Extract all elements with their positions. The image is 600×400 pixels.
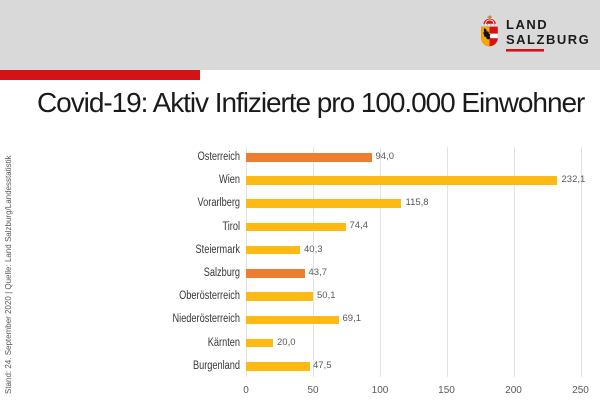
- svg-text:LAND: LAND: [506, 17, 548, 32]
- svg-text:SALZBURG: SALZBURG: [506, 32, 590, 47]
